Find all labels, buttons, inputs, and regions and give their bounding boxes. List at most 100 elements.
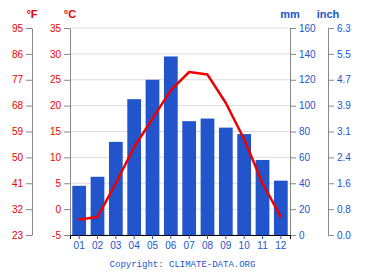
tick-label: 120 bbox=[299, 74, 316, 85]
tick-label: 80 bbox=[299, 126, 311, 137]
tick-label: 0.8 bbox=[337, 204, 351, 215]
tick: 100 bbox=[290, 100, 316, 111]
tick-label: 3.9 bbox=[337, 100, 351, 111]
tick-mark bbox=[64, 157, 70, 158]
tick: 6.3 bbox=[328, 23, 351, 34]
tick: 0.8 bbox=[328, 204, 351, 215]
tick: 20 bbox=[50, 100, 70, 111]
axis-title: °C bbox=[64, 8, 76, 20]
tick-label: 41 bbox=[12, 178, 24, 189]
tick-mark bbox=[328, 132, 334, 133]
tick-label: 10 bbox=[239, 240, 251, 251]
axis-mm: 0 20 40 60 80 100 120 140 160 bbox=[290, 23, 316, 241]
tick: 30 bbox=[50, 49, 70, 60]
tick-mark bbox=[26, 235, 32, 236]
grid-line bbox=[70, 53, 290, 54]
tick-label: 07 bbox=[184, 240, 196, 251]
tick-mark bbox=[328, 28, 334, 29]
tick-label: 40 bbox=[299, 178, 311, 189]
tick: 160 bbox=[290, 23, 316, 34]
bar bbox=[109, 142, 123, 235]
tick-label: 140 bbox=[299, 49, 316, 60]
tick-mark bbox=[207, 235, 208, 239]
tick-label: 5.5 bbox=[337, 49, 351, 60]
bar bbox=[72, 186, 86, 235]
tick-mark bbox=[26, 54, 32, 55]
tick: 0 bbox=[290, 230, 305, 241]
tick: 50 bbox=[12, 152, 32, 163]
tick-mark bbox=[328, 106, 334, 107]
tick-label: 20 bbox=[50, 100, 62, 111]
tick-label: 160 bbox=[299, 23, 316, 34]
tick-mark bbox=[170, 235, 171, 239]
tick-mark bbox=[280, 235, 281, 239]
tick-mark bbox=[64, 28, 70, 29]
tick-label: 02 bbox=[92, 240, 104, 251]
tick-label: 86 bbox=[12, 49, 24, 60]
tick-mark bbox=[79, 235, 80, 239]
axis-line bbox=[70, 29, 71, 236]
tick-label: 0 bbox=[55, 204, 61, 215]
grid bbox=[70, 28, 290, 235]
tick: 5 bbox=[55, 178, 70, 189]
marks bbox=[72, 56, 287, 235]
tick-label: 4.7 bbox=[337, 74, 351, 85]
tick-label: 15 bbox=[50, 126, 62, 137]
tick-mark bbox=[290, 80, 296, 81]
tick: 35 bbox=[50, 23, 70, 34]
axis-line bbox=[71, 236, 291, 240]
tick-mark bbox=[290, 28, 296, 29]
tick: -5 bbox=[52, 230, 70, 241]
tick-label: 59 bbox=[12, 126, 24, 137]
tick: 03 bbox=[110, 235, 122, 251]
axis-fahrenheit: 233241505968778695 bbox=[12, 23, 33, 241]
tick: 60 bbox=[290, 152, 311, 163]
tick-label: 06 bbox=[165, 240, 177, 251]
tick-label: 05 bbox=[147, 240, 159, 251]
bar bbox=[182, 121, 196, 235]
tick: 4.7 bbox=[328, 74, 351, 85]
tick: 77 bbox=[12, 74, 32, 85]
tick-mark bbox=[64, 106, 70, 107]
tick-mark bbox=[152, 235, 153, 239]
bar bbox=[219, 128, 233, 235]
tick-label: 68 bbox=[12, 100, 24, 111]
bar bbox=[201, 119, 215, 235]
tick-label: 10 bbox=[50, 152, 62, 163]
tick: 11 bbox=[257, 235, 268, 251]
tick-label: 2.4 bbox=[337, 152, 351, 163]
tick-mark bbox=[290, 106, 296, 107]
bar bbox=[164, 56, 178, 235]
tick-label: 32 bbox=[12, 204, 24, 215]
tick-mark bbox=[26, 28, 32, 29]
tick-label: 09 bbox=[220, 240, 232, 251]
tick: 23 bbox=[12, 230, 32, 241]
tick-mark bbox=[64, 80, 70, 81]
grid-line bbox=[70, 105, 290, 106]
tick-mark bbox=[225, 235, 226, 239]
tick: 05 bbox=[147, 235, 159, 251]
bar bbox=[127, 99, 141, 235]
tick-mark bbox=[328, 235, 334, 236]
tick: 5.5 bbox=[328, 49, 351, 60]
tick-mark bbox=[328, 157, 334, 158]
tick-label: -5 bbox=[52, 230, 61, 241]
tick-mark bbox=[328, 183, 334, 184]
tick-label: 5 bbox=[55, 178, 61, 189]
grid-line bbox=[70, 157, 290, 158]
tick-label: 11 bbox=[257, 240, 268, 251]
tick: 80 bbox=[290, 126, 311, 137]
bar bbox=[146, 80, 160, 235]
tick-mark bbox=[328, 54, 334, 55]
tick-mark bbox=[26, 209, 32, 210]
tick-label: 30 bbox=[50, 49, 62, 60]
tick: 3.9 bbox=[328, 100, 351, 111]
tick-mark bbox=[64, 132, 70, 133]
tick-label: 77 bbox=[12, 74, 24, 85]
tick: 40 bbox=[290, 178, 311, 189]
tick-label: 20 bbox=[299, 204, 311, 215]
tick-mark bbox=[115, 235, 116, 239]
tick: 25 bbox=[50, 74, 70, 85]
tick: 04 bbox=[129, 235, 141, 251]
tick-label: 01 bbox=[74, 240, 86, 251]
